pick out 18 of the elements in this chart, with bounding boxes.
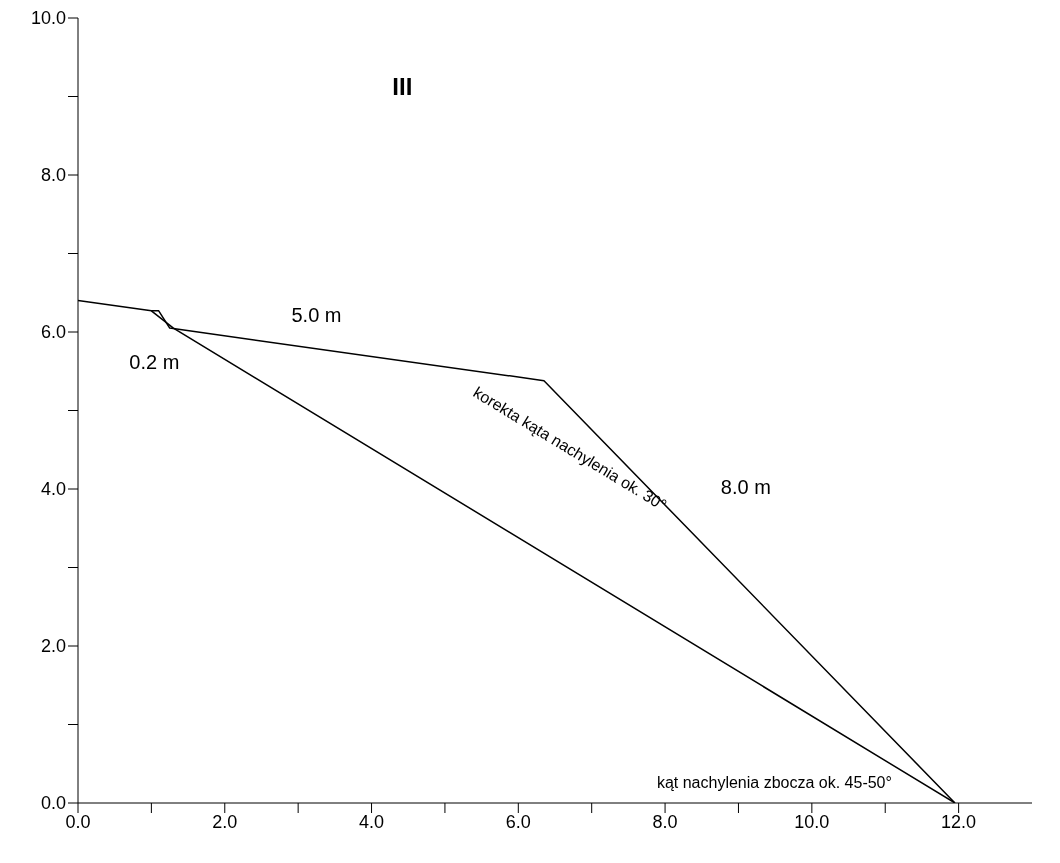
- x-tick-label: 8.0: [652, 811, 678, 832]
- annotation: 5.0 m: [291, 303, 342, 326]
- y-tick-label: 0.0: [40, 793, 66, 814]
- x-tick-label: 6.0: [505, 811, 531, 832]
- x-tick-label: 12.0: [941, 811, 977, 832]
- y-tick-label: 4.0: [40, 479, 66, 500]
- annotation: kąt nachylenia zbocza ok. 45-50°: [656, 773, 892, 791]
- y-tick-label: 10.0: [30, 8, 66, 29]
- annotation: 8.0 m: [720, 476, 771, 499]
- x-tick-label: 0.0: [65, 811, 91, 832]
- y-tick-label: 8.0: [40, 165, 66, 186]
- annotation: 0.2 m: [129, 350, 180, 373]
- y-tick-label: 6.0: [40, 322, 66, 343]
- x-tick-label: 10.0: [794, 811, 830, 832]
- x-tick-label: 2.0: [212, 811, 238, 832]
- x-tick-label: 4.0: [359, 811, 385, 832]
- y-tick-label: 2.0: [40, 636, 66, 657]
- annotation: III: [392, 72, 413, 100]
